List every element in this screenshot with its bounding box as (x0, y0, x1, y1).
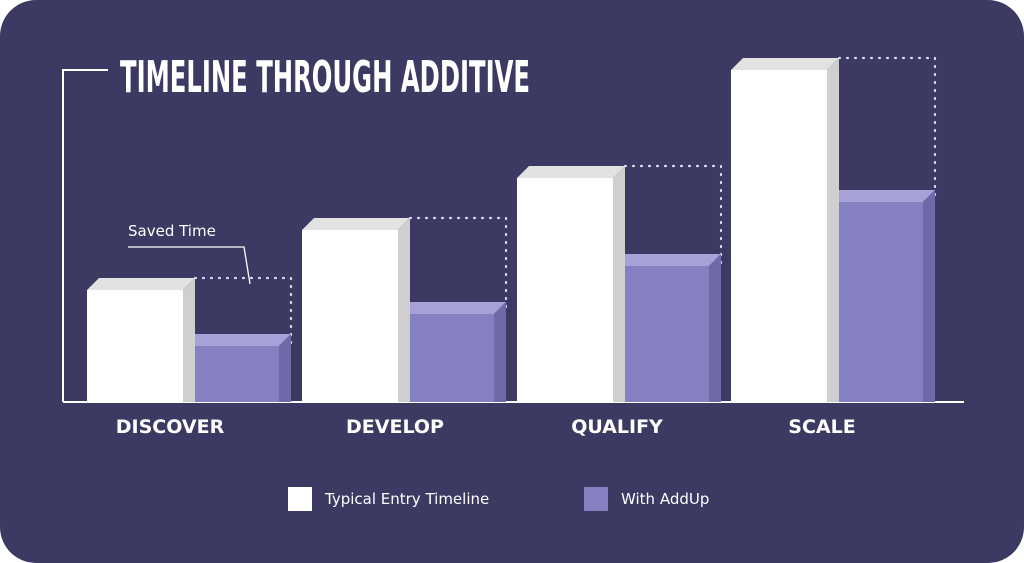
bar-addup-develop (398, 314, 494, 402)
saved-time-outline-develop (408, 216, 508, 316)
bar-addup-top-discover (183, 334, 291, 346)
bar-typical-side-scale (827, 58, 839, 402)
bar-addup-side-scale (923, 190, 935, 402)
legend-label-typical: Typical Entry Timeline (324, 490, 489, 508)
category-labels: DISCOVER DEVELOP QUALIFY SCALE (116, 416, 856, 438)
bar-typical-top-discover (87, 278, 195, 290)
bar-typical-top-qualify (517, 166, 625, 178)
bar-addup-qualify (613, 266, 709, 402)
bar-typical-top-develop (302, 218, 410, 230)
saved-time-outline-qualify (623, 164, 723, 268)
bar-typical-side-develop (398, 218, 410, 402)
legend-label-addup: With AddUp (621, 490, 709, 508)
saved-time-outline-discover (193, 276, 293, 348)
category-label-develop: DEVELOP (346, 416, 444, 438)
category-label-scale: SCALE (788, 416, 855, 438)
bar-typical-side-discover (183, 278, 195, 402)
saved-time-annotation: Saved Time (128, 222, 216, 240)
legend-swatch-addup (584, 487, 608, 511)
bar-typical-qualify (517, 178, 613, 402)
legend-swatch-typical (288, 487, 312, 511)
bar-addup-side-develop (494, 302, 506, 402)
saved-time-outline-scale (837, 56, 937, 204)
bar-addup-scale (827, 202, 923, 402)
bar-typical-discover (87, 290, 183, 402)
bar-addup-top-develop (398, 302, 506, 314)
saved-time-leader-line (128, 246, 251, 285)
bar-addup-side-discover (279, 334, 291, 402)
y-axis-line (62, 69, 108, 402)
bar-addup-side-qualify (709, 254, 721, 402)
bar-addup-discover (183, 346, 279, 402)
bar-typical-top-scale (731, 58, 839, 70)
bar-addup-top-qualify (613, 254, 721, 266)
bar-typical-scale (731, 70, 827, 402)
bar-typical-develop (302, 230, 398, 402)
category-label-discover: DISCOVER (116, 416, 225, 438)
bar-typical-side-qualify (613, 166, 625, 402)
bars-group (87, 56, 937, 402)
chart-title: TIMELINE THROUGH ADDITIVE (120, 52, 530, 103)
bar-addup-top-scale (827, 190, 935, 202)
category-label-qualify: QUALIFY (571, 416, 663, 438)
